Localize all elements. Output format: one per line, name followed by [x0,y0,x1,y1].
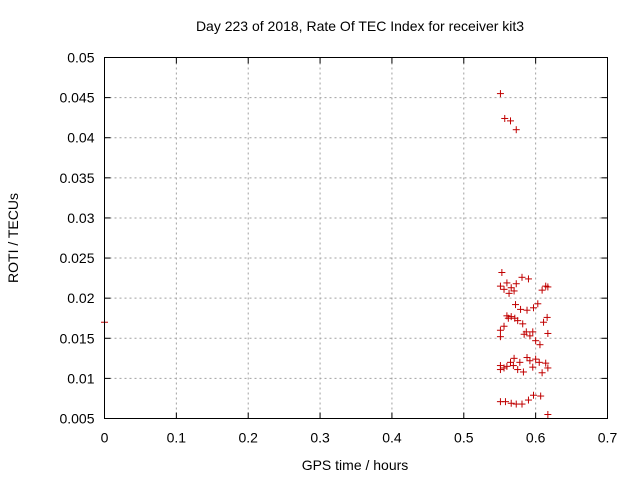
data-point [509,362,517,370]
data-point [544,283,552,291]
data-point [512,126,520,134]
x-tick-label: 0.6 [526,430,546,446]
data-point [503,279,511,287]
data-point [514,317,522,325]
data-point [524,275,532,283]
data-point [506,358,514,366]
x-tick-label: 0.3 [310,430,330,446]
data-point [523,306,531,314]
data-point [507,399,515,407]
data-point [506,117,514,125]
data-point [514,366,522,374]
y-axis-label: ROTI / TECUs [5,193,21,283]
data-point [516,358,524,366]
y-tick-label: 0.015 [59,330,94,346]
data-point [500,364,508,372]
data-point [526,332,534,340]
data-point [496,90,504,98]
y-tick-label: 0.01 [67,370,94,386]
data-point [512,280,520,288]
data-point [537,392,545,400]
data-point [542,359,550,367]
data-point [519,320,527,328]
x-tick-label: 0.7 [598,430,618,446]
plot-frame [104,57,608,419]
x-axis-label: GPS time / hours [302,457,409,473]
x-tick-label: 0.1 [167,430,187,446]
data-point [535,358,543,366]
y-tick-label: 0.03 [67,210,94,226]
y-tick-label: 0.035 [59,170,94,186]
data-point [519,368,527,376]
x-tick-label: 0.2 [238,430,258,446]
y-tick-label: 0.025 [59,250,94,266]
y-tick-label: 0.05 [67,50,94,66]
x-tick-label: 0 [101,430,109,446]
data-point [518,400,526,408]
data-point [503,362,511,370]
data-point [538,286,546,294]
data-point [523,354,531,362]
data-point [498,268,506,276]
data-point [501,114,509,122]
data-point [501,398,509,406]
data-point [507,284,515,292]
data-point [500,322,508,330]
data-point [529,304,537,312]
data-point [503,312,511,320]
data-point [500,285,508,293]
data-point [512,301,520,309]
data-point [496,282,504,290]
data-point [496,326,504,334]
y-tick-label: 0.045 [59,90,94,106]
data-point [507,313,515,321]
data-point [544,410,552,418]
data-point [544,329,552,337]
grid [104,57,608,419]
axes: 0 0.1 0.2 0.3 0.4 0.5 0.6 0.7 0.005 0.01 0.015 0.02… [59,50,617,446]
y-tick-label: 0.04 [67,130,94,146]
data-point [543,313,551,321]
data-point [536,341,544,349]
data-point [532,355,540,363]
data-point [529,363,537,371]
data-point [505,289,513,297]
data-point [526,357,534,365]
y-tick-label: 0.005 [59,411,94,427]
y-tick-label: 0.02 [67,290,94,306]
data-point [517,305,525,313]
data-point [534,300,542,308]
data-point [496,366,504,374]
data-point [544,364,552,372]
chart-title: Day 223 of 2018, Rate Of TEC Index for r… [196,18,524,34]
data-point [510,287,518,295]
x-tick-label: 0.5 [454,430,474,446]
x-tick-label: 0.4 [382,430,402,446]
data-point [524,396,532,404]
data-point [496,333,504,341]
data-point [529,328,537,336]
data-point [510,354,518,362]
data-point [529,391,537,399]
data-point [538,369,546,377]
data-points [101,90,552,418]
data-point [518,273,526,281]
data-point [520,330,528,338]
data-point [532,337,540,345]
data-point [540,318,548,326]
